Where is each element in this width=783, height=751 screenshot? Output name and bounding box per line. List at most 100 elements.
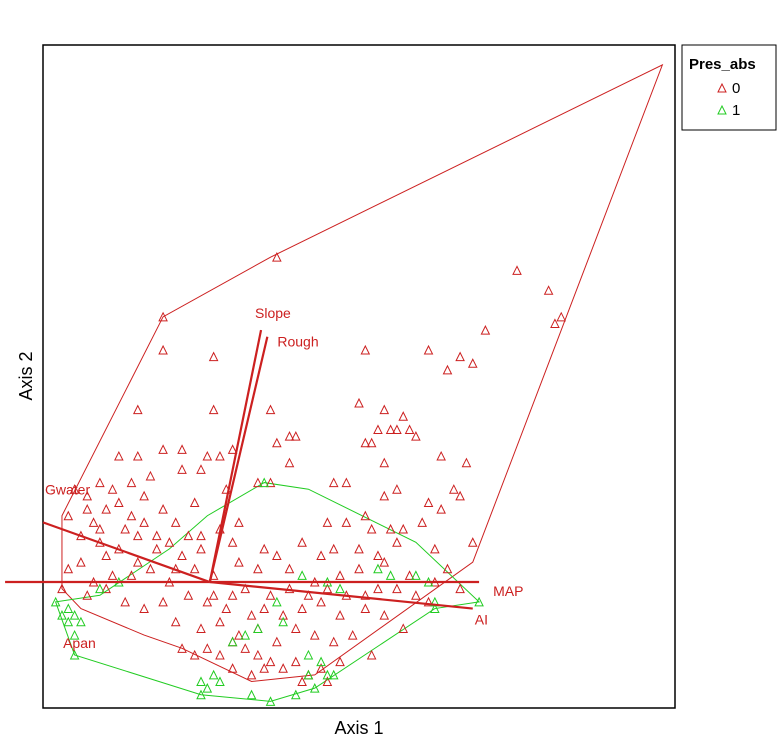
point-group-0 — [227, 590, 238, 600]
point-group-0 — [126, 570, 137, 580]
legend: Pres_abs 01 — [681, 44, 777, 131]
point-group-0 — [158, 503, 168, 514]
point-group-0 — [76, 557, 86, 567]
point-group-0 — [253, 563, 263, 574]
point-group-0 — [189, 563, 200, 574]
point-group-0 — [107, 570, 118, 580]
point-group-1 — [227, 636, 238, 647]
point-group-0 — [151, 530, 162, 541]
point-group-0 — [177, 550, 187, 561]
point-group-0 — [512, 265, 522, 275]
point-group-1 — [69, 629, 80, 640]
hull-group-1 — [54, 482, 481, 702]
point-group-0 — [467, 358, 478, 368]
point-group-0 — [126, 510, 137, 521]
point-group-0 — [556, 311, 567, 322]
point-group-1 — [290, 689, 301, 700]
point-group-0 — [183, 530, 194, 541]
legend-marker-1 — [717, 104, 727, 115]
vector-label-map: MAP — [493, 583, 523, 599]
point-group-1 — [76, 616, 86, 627]
point-group-0 — [177, 643, 187, 653]
point-group-0 — [259, 603, 270, 614]
point-group-0 — [265, 590, 276, 600]
point-group-1 — [202, 682, 213, 693]
point-group-0 — [272, 636, 282, 647]
point-group-0 — [379, 557, 390, 567]
point-group-0 — [284, 431, 295, 441]
vector-slope — [208, 329, 263, 583]
point-group-0 — [158, 444, 168, 454]
point-group-0 — [170, 616, 181, 627]
vector-ai — [209, 580, 473, 610]
point-group-0 — [278, 610, 288, 620]
point-group-0 — [360, 510, 371, 521]
point-group-0 — [455, 351, 465, 362]
plot-area — [50, 63, 664, 706]
point-group-0 — [234, 629, 244, 640]
point-group-1 — [215, 676, 225, 686]
point-group-0 — [202, 450, 213, 461]
point-group-0 — [398, 411, 409, 421]
legend-box — [681, 44, 777, 131]
point-group-0 — [341, 477, 352, 488]
point-group-0 — [114, 497, 124, 507]
point-group-1 — [50, 596, 61, 607]
point-group-1 — [297, 570, 307, 580]
point-group-0 — [196, 464, 206, 474]
point-group-0 — [392, 583, 402, 594]
legend-items: 01 — [717, 80, 740, 119]
point-group-0 — [227, 444, 238, 454]
point-group-1 — [309, 682, 320, 693]
point-group-0 — [151, 543, 162, 554]
legend-label-0: 0 — [732, 80, 740, 97]
point-group-0 — [177, 444, 187, 454]
point-group-1 — [95, 583, 105, 594]
point-group-0 — [183, 590, 194, 600]
point-group-0 — [196, 543, 206, 554]
point-group-1 — [303, 649, 314, 660]
point-group-0 — [158, 311, 168, 322]
vector-label-apan: Apan — [63, 635, 96, 651]
point-group-0 — [57, 583, 67, 594]
point-group-1 — [328, 669, 339, 680]
point-group-0 — [392, 537, 402, 547]
point-group-0 — [290, 656, 301, 667]
point-group-0 — [316, 596, 326, 607]
point-group-0 — [265, 477, 276, 488]
point-group-1 — [322, 669, 333, 680]
point-group-0 — [240, 643, 251, 653]
point-group-0 — [120, 596, 130, 607]
point-group-0 — [366, 523, 377, 534]
point-group-1 — [303, 669, 314, 680]
point-group-1 — [196, 689, 206, 700]
point-group-1 — [240, 629, 251, 640]
point-group-0 — [101, 583, 112, 594]
point-group-0 — [297, 603, 307, 614]
point-group-0 — [379, 404, 390, 415]
point-group-0 — [423, 344, 434, 355]
hull-group-0 — [61, 63, 664, 682]
point-group-0 — [240, 583, 251, 594]
point-group-0 — [234, 557, 244, 567]
point-group-0 — [139, 517, 149, 527]
point-group-0 — [290, 623, 301, 633]
point-group-0 — [208, 404, 219, 415]
point-group-0 — [366, 649, 377, 660]
legend-label-1: 1 — [732, 102, 740, 119]
point-group-0 — [442, 364, 453, 375]
point-group-0 — [69, 484, 80, 494]
point-group-0 — [246, 610, 257, 620]
point-group-0 — [404, 424, 415, 435]
point-group-0 — [63, 563, 74, 574]
point-group-0 — [164, 537, 175, 547]
point-group-0 — [436, 503, 446, 514]
point-group-0 — [467, 537, 478, 547]
point-group-0 — [101, 550, 112, 561]
point-group-0 — [132, 557, 143, 567]
point-group-0 — [360, 603, 371, 614]
point-group-1 — [385, 570, 396, 580]
point-group-0 — [259, 663, 270, 673]
point-group-0 — [177, 464, 187, 474]
point-group-0 — [189, 649, 200, 660]
